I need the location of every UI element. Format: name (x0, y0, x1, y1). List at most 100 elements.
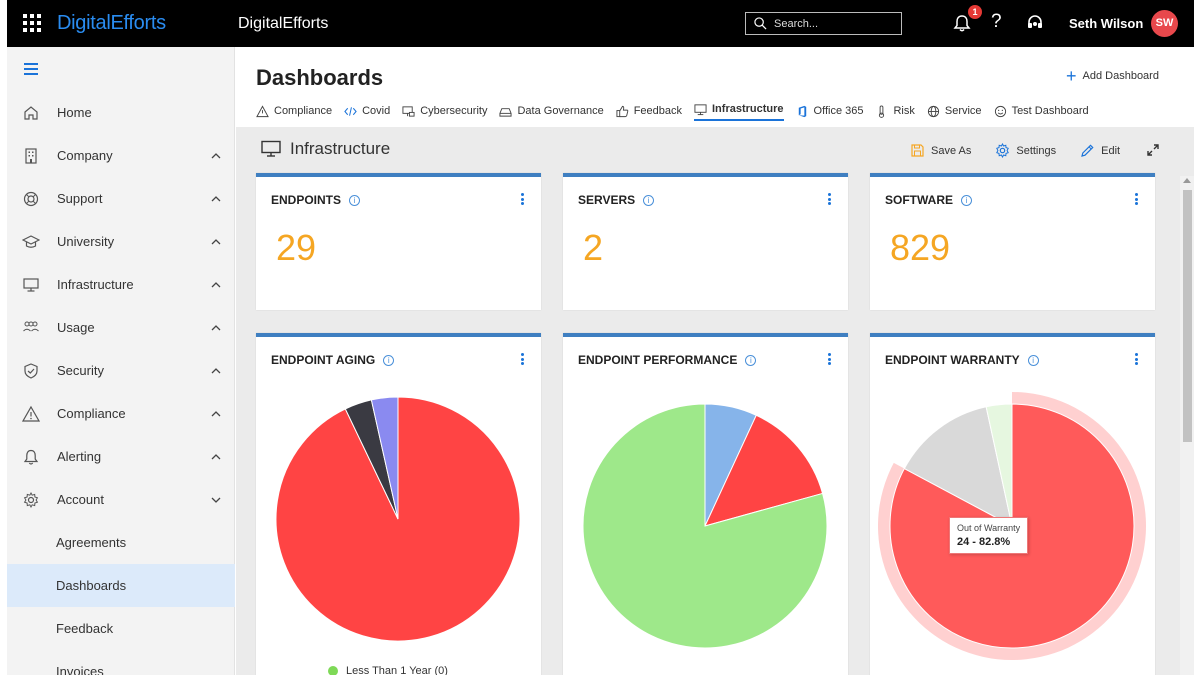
warning-icon (22, 405, 40, 422)
smiley-icon (994, 105, 1006, 117)
chevron-up-icon[interactable] (211, 151, 221, 161)
sidebar-item-compliance[interactable]: Compliance (7, 392, 235, 435)
sidebar-item-home[interactable]: Home (7, 91, 235, 134)
headset-icon[interactable] (1025, 13, 1045, 33)
endpoint-performance-chart[interactable] (563, 337, 848, 675)
sidebar-item-account[interactable]: Account (7, 478, 235, 521)
chevron-up-icon[interactable] (211, 237, 221, 247)
add-dashboard-button[interactable]: + Add Dashboard (1066, 67, 1159, 85)
tab-service[interactable]: Service (927, 101, 982, 121)
dashboard-actions: Save As Settings Edit (910, 143, 1144, 158)
tab-label: Data Governance (517, 105, 604, 117)
sidebar-item-label: Alerting (57, 449, 102, 464)
chevron-up-icon[interactable] (211, 366, 221, 376)
tab-compliance[interactable]: Compliance (256, 101, 332, 121)
expand-icon[interactable] (1146, 143, 1160, 157)
search-box[interactable] (745, 12, 902, 35)
card-title-text: ENDPOINT AGING (271, 353, 376, 367)
tab-label: Compliance (274, 105, 333, 117)
tab-cybersecurity[interactable]: Cybersecurity (402, 101, 487, 121)
info-icon[interactable]: i (745, 354, 757, 366)
tab-data-governance[interactable]: Data Governance (499, 101, 604, 121)
info-icon[interactable]: i (961, 194, 972, 206)
pie-slice[interactable] (704, 414, 824, 527)
more-options-icon[interactable] (828, 193, 832, 205)
sidebar-item-label: Usage (57, 320, 95, 335)
pencil-icon (1081, 144, 1094, 157)
scroll-up-arrow-icon[interactable] (1183, 178, 1191, 183)
sidebar-item-alerting[interactable]: Alerting (7, 435, 235, 478)
sidebar-item-usage[interactable]: Usage (7, 306, 235, 349)
chevron-up-icon[interactable] (211, 323, 221, 333)
brand-logo[interactable]: DigitalEfforts (57, 12, 166, 34)
chart-legend[interactable]: Less Than 1 Year (0) (328, 665, 448, 675)
bell-icon[interactable] (952, 13, 972, 33)
sidebar-item-label: Home (57, 105, 92, 120)
sidebar-subitem-dashboards[interactable]: Dashboards (7, 564, 235, 607)
tooltip-label: Out of Warranty (957, 523, 1021, 533)
tab-office-365[interactable]: Office 365 (796, 101, 863, 121)
more-options-icon[interactable] (1135, 193, 1139, 205)
save-as-label: Save As (931, 144, 972, 157)
chevron-up-icon[interactable] (211, 452, 221, 462)
save-as-button[interactable]: Save As (910, 143, 971, 158)
scrollbar-thumb[interactable] (1183, 190, 1192, 442)
chevron-down-icon[interactable] (211, 495, 221, 505)
tab-label: Risk (893, 105, 915, 117)
sidebar: Home Company Support University Infrastr… (7, 47, 235, 675)
more-options-icon[interactable] (828, 353, 832, 365)
sidebar-item-company[interactable]: Company (7, 134, 235, 177)
tab-risk[interactable]: Risk (875, 101, 915, 121)
tab-infrastructure[interactable]: Infrastructure (694, 101, 784, 121)
sidebar-item-label: Compliance (57, 406, 126, 421)
sidebar-item-label: Support (57, 191, 103, 206)
endpoint-warranty-card: ENDPOINT WARRANTY i Out of Warranty 24 - … (870, 333, 1155, 675)
sidebar-item-support[interactable]: Support (7, 177, 235, 220)
pie-slice[interactable] (370, 396, 399, 520)
more-options-icon[interactable] (1135, 353, 1139, 365)
tab-feedback[interactable]: Feedback (616, 101, 682, 121)
pie-slice[interactable] (903, 406, 1013, 527)
sidebar-item-infrastructure[interactable]: Infrastructure (7, 263, 235, 306)
chevron-up-icon[interactable] (211, 194, 221, 204)
chevron-up-icon[interactable] (211, 280, 221, 290)
sidebar-subitem-feedback[interactable]: Feedback (56, 621, 114, 636)
search-input[interactable] (774, 17, 894, 30)
menu-toggle-icon[interactable] (24, 63, 38, 75)
legend-label: Less Than 1 Year (0) (346, 665, 448, 675)
info-icon[interactable]: i (383, 354, 395, 366)
chevron-up-icon[interactable] (211, 409, 221, 419)
app-launcher-icon[interactable] (23, 14, 41, 32)
info-icon[interactable]: i (1027, 354, 1039, 366)
settings-label: Settings (1016, 144, 1057, 157)
more-options-icon[interactable] (521, 353, 525, 365)
info-icon[interactable]: i (349, 194, 361, 206)
servers-card: SERVERS i 2 (563, 173, 848, 310)
sidebar-item-label: Account (57, 492, 104, 507)
pie-slice[interactable] (582, 403, 828, 649)
sidebar-subitem-agreements[interactable]: Agreements (56, 535, 127, 550)
edit-button[interactable]: Edit (1080, 143, 1120, 158)
more-options-icon[interactable] (521, 193, 525, 205)
avatar[interactable]: SW (1151, 10, 1178, 37)
warning-icon (256, 104, 269, 117)
user-name[interactable]: Seth Wilson (1069, 16, 1144, 31)
dashboard-tabs: Compliance Covid Cybersecurity Data Gove… (256, 101, 1101, 121)
pie-slice[interactable] (985, 403, 1013, 527)
scrollbar[interactable] (1180, 176, 1194, 675)
tab-test-dashboard[interactable]: Test Dashboard (994, 101, 1089, 121)
lifebuoy-icon (23, 191, 39, 206)
help-icon[interactable]: ? (991, 11, 1002, 32)
sidebar-subitem-invoices[interactable]: Invoices (56, 664, 104, 675)
info-icon[interactable]: i (643, 194, 655, 206)
tab-label: Infrastructure (712, 103, 784, 115)
endpoint-warranty-chart[interactable] (870, 337, 1155, 675)
software-card: SOFTWARE i 829 (870, 173, 1155, 310)
endpoint-aging-chart[interactable] (256, 337, 541, 675)
card-title: SERVERS i (578, 193, 655, 207)
sidebar-item-security[interactable]: Security (7, 349, 235, 392)
settings-button[interactable]: Settings (995, 143, 1056, 158)
tab-covid[interactable]: Covid (344, 101, 390, 121)
sidebar-item-label: Company (57, 148, 113, 163)
sidebar-item-university[interactable]: University (7, 220, 235, 263)
